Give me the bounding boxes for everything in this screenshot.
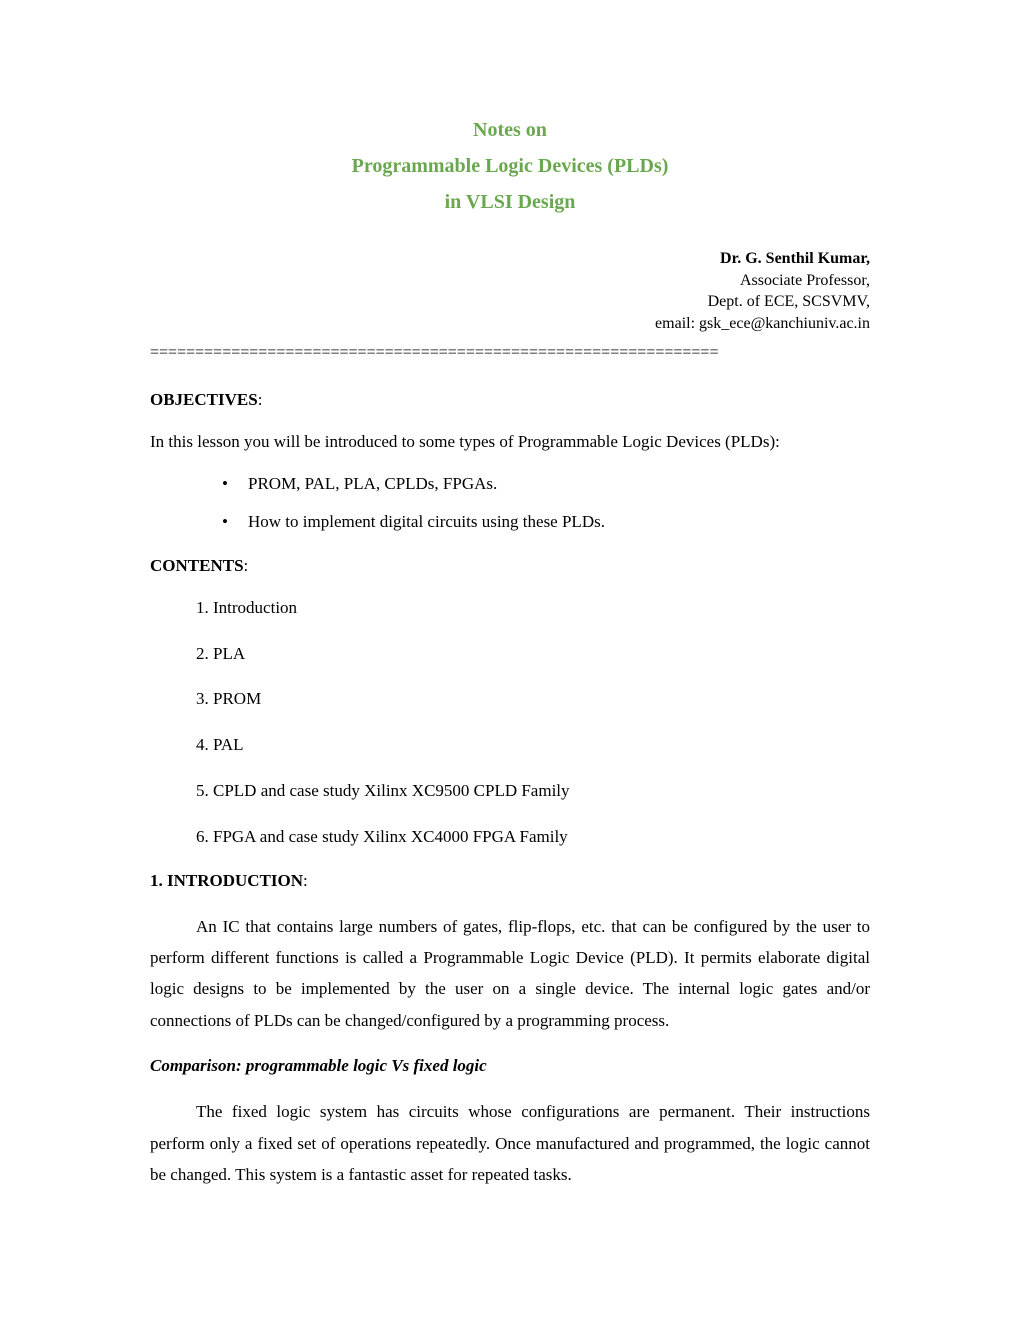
contents-item: 1. Introduction (196, 596, 870, 620)
comparison-subheading: Comparison: programmable logic Vs fixed … (150, 1054, 870, 1078)
introduction-heading: 1. INTRODUCTION: (150, 871, 870, 891)
author-name: Dr. G. Senthil Kumar, (150, 248, 870, 270)
contents-list: 1. Introduction 2. PLA 3. PROM 4. PAL 5.… (150, 596, 870, 849)
contents-item: 6. FPGA and case study Xilinx XC4000 FPG… (196, 825, 870, 849)
author-block: Dr. G. Senthil Kumar, Associate Professo… (150, 248, 870, 334)
title-line-1: Notes on (150, 112, 870, 148)
title-line-2: Programmable Logic Devices (PLDs) (150, 148, 870, 184)
author-email: email: gsk_ece@kanchiuniv.ac.in (150, 313, 870, 335)
introduction-para-1: An IC that contains large numbers of gat… (150, 911, 870, 1037)
contents-heading: CONTENTS: (150, 556, 870, 576)
title-block: Notes on Programmable Logic Devices (PLD… (150, 112, 870, 220)
author-dept: Dept. of ECE, SCSVMV, (150, 291, 870, 313)
objectives-intro: In this lesson you will be introduced to… (150, 430, 870, 454)
bullet-item: PROM, PAL, PLA, CPLDs, FPGAs. (248, 472, 870, 496)
objectives-bullets: PROM, PAL, PLA, CPLDs, FPGAs. How to imp… (150, 472, 870, 534)
objectives-heading: OBJECTIVES: (150, 390, 870, 410)
bullet-item: How to implement digital circuits using … (248, 510, 870, 534)
document-page: Notes on Programmable Logic Devices (PLD… (0, 0, 1020, 1288)
contents-item: 2. PLA (196, 642, 870, 666)
introduction-para-2: The fixed logic system has circuits whos… (150, 1096, 870, 1190)
divider-line: ========================================… (150, 344, 870, 362)
objectives-heading-text: OBJECTIVES (150, 390, 258, 409)
introduction-heading-text: 1. INTRODUCTION (150, 871, 303, 890)
author-role: Associate Professor, (150, 270, 870, 292)
contents-item: 5. CPLD and case study Xilinx XC9500 CPL… (196, 779, 870, 803)
contents-item: 4. PAL (196, 733, 870, 757)
title-line-3: in VLSI Design (150, 184, 870, 220)
contents-heading-text: CONTENTS (150, 556, 244, 575)
contents-item: 3. PROM (196, 687, 870, 711)
